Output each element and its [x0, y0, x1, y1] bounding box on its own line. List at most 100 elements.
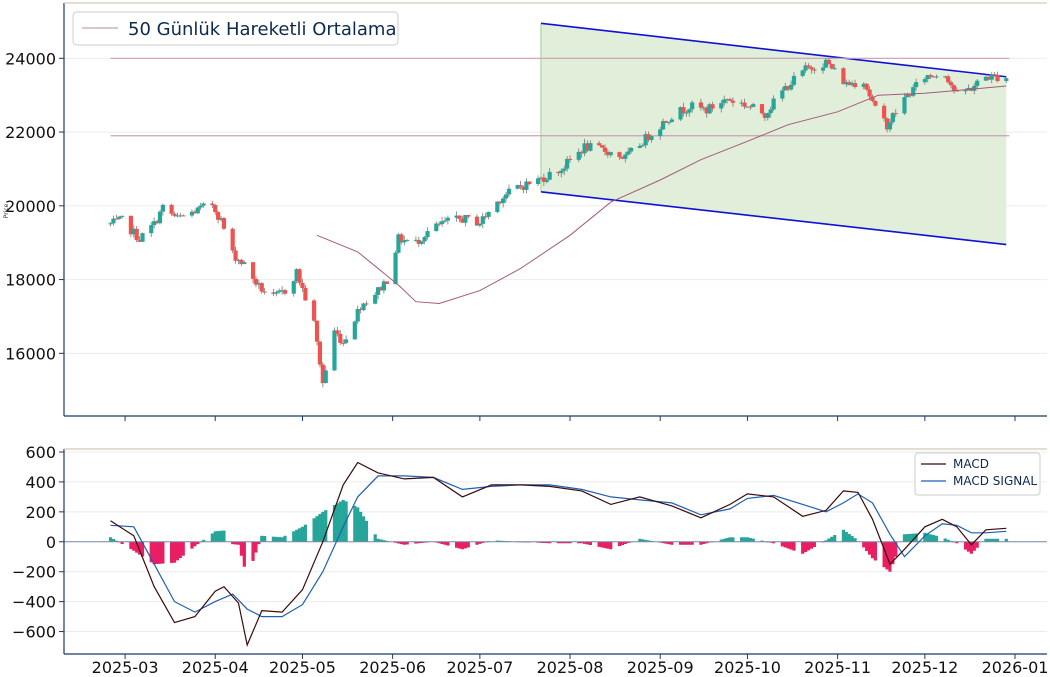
candle-down	[567, 158, 573, 160]
histogram-bar-positive	[853, 538, 857, 542]
histogram-bar-negative	[580, 541, 584, 544]
macd-tick-label: −200	[12, 563, 56, 582]
candle-down	[847, 82, 852, 86]
candle-up	[739, 102, 744, 104]
candle-up	[724, 99, 730, 101]
histogram-bar-positive	[929, 534, 933, 542]
histogram-bar-negative	[806, 541, 811, 551]
candle-up	[405, 239, 410, 241]
candle-down	[230, 228, 235, 251]
histogram-bar-negative	[140, 541, 145, 557]
histogram-bar-positive	[341, 499, 345, 542]
histogram-bar-negative	[129, 541, 133, 550]
macd-y-ticks: −600 −400 −200 0 200 400 600	[12, 443, 64, 642]
candle-up	[623, 154, 628, 159]
candle-down	[134, 228, 139, 241]
macd-line	[110, 461, 1007, 648]
histogram-bar-positive	[748, 537, 752, 542]
candle-down	[282, 290, 288, 294]
histogram-bar-negative	[556, 541, 561, 544]
histogram-bar-positive	[359, 511, 363, 542]
candle-down	[271, 292, 276, 294]
candle-up	[1004, 78, 1009, 82]
candle-up	[643, 134, 648, 146]
candle-down	[948, 82, 954, 86]
histogram-bar-negative	[193, 541, 197, 547]
candle-up	[175, 215, 180, 217]
candle-up	[678, 107, 683, 120]
histogram-bar-positive	[841, 529, 846, 542]
candle-down	[727, 99, 733, 101]
candle-up	[294, 269, 299, 282]
candle-up	[544, 179, 549, 182]
histogram-bar-negative	[684, 541, 688, 545]
macd-tick-label: 400	[25, 473, 56, 492]
candle-up	[690, 102, 695, 110]
candle-up	[381, 281, 387, 291]
histogram-bar-negative	[690, 541, 694, 545]
histogram-bar-negative	[792, 541, 796, 551]
candle-down	[759, 104, 765, 114]
candle-down	[358, 309, 363, 311]
candle-down	[541, 177, 546, 182]
histogram-bar-negative	[172, 541, 177, 563]
candle-down	[698, 102, 704, 108]
candle-up	[640, 145, 645, 147]
channel-upper-line	[540, 22, 1007, 78]
candle-up	[198, 205, 203, 208]
histogram-bar-negative	[670, 541, 674, 545]
candle-up	[242, 262, 247, 265]
candle-down	[317, 341, 323, 365]
candle-up	[280, 290, 285, 292]
histogram-bar-negative	[870, 541, 875, 559]
histogram-bar-positive	[760, 540, 764, 542]
candle-up	[562, 168, 567, 171]
candle-up	[117, 216, 122, 219]
histogram-bar-negative	[457, 541, 462, 549]
histogram-bar-negative	[568, 541, 572, 544]
candle-up	[911, 87, 916, 96]
candle-up	[844, 82, 849, 85]
candle-up	[439, 221, 445, 225]
histogram-bar-negative	[789, 541, 793, 550]
candle-down	[483, 216, 488, 218]
macd-legend-label: MACD	[953, 457, 989, 471]
histogram-bar-negative	[440, 541, 444, 545]
candle-down	[262, 291, 267, 293]
histogram-bar-negative	[120, 541, 124, 545]
legend-label: 50 Günlük Hareketli Ortalama	[128, 19, 396, 40]
histogram-bar-positive	[315, 516, 319, 542]
candle-up	[402, 240, 407, 243]
macd-panel-background	[64, 449, 1047, 654]
histogram-bar-negative	[443, 541, 447, 545]
candle-down	[710, 104, 715, 109]
histogram-bar-positive	[376, 538, 380, 542]
candle-up	[565, 158, 570, 169]
candle-up	[195, 207, 200, 214]
histogram-bar-negative	[155, 541, 159, 565]
histogram-bar-negative	[975, 541, 979, 548]
candle-up	[352, 321, 357, 340]
histogram-bar-negative	[955, 541, 959, 544]
candle-up	[344, 339, 349, 343]
candle-down	[928, 74, 933, 77]
histogram-bar-negative	[175, 541, 180, 561]
histogram-bar-positive	[987, 538, 991, 542]
candle-down	[518, 185, 523, 187]
histogram-bar-negative	[178, 541, 182, 559]
candle-down	[599, 145, 605, 148]
histogram-bar-positive	[984, 538, 988, 542]
candle-up	[506, 188, 512, 195]
horizontal-levels	[110, 57, 1010, 137]
candle-down	[364, 303, 369, 305]
histogram-bar-positive	[271, 536, 275, 542]
date-tick-label: 2025-10	[714, 658, 781, 677]
macd-tick-label: −400	[12, 593, 56, 612]
candle-up	[152, 221, 157, 226]
candle-up	[501, 198, 506, 204]
histogram-bar-negative	[661, 541, 665, 544]
candle-down	[210, 203, 215, 205]
histogram-bar-negative	[867, 541, 872, 555]
candle-up	[649, 136, 654, 140]
candle-down	[809, 67, 814, 70]
